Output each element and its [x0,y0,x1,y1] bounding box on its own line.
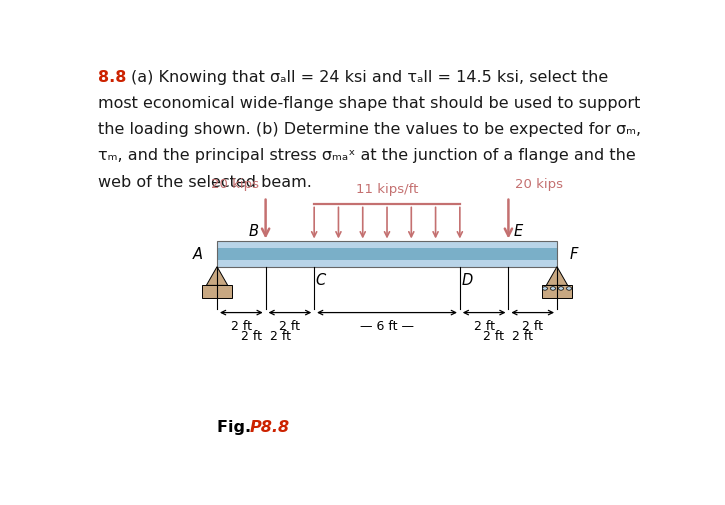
Bar [217,260,557,267]
Polygon shape [547,267,568,285]
Text: 20 kips: 20 kips [515,178,563,191]
Text: F: F [569,246,578,262]
Bar [202,285,233,298]
Text: 2 ft: 2 ft [473,320,494,333]
Text: — 6 ft —: — 6 ft — [360,320,414,333]
Text: 8.8: 8.8 [99,70,127,85]
Bar [217,241,557,267]
Text: 2 ft  2 ft: 2 ft 2 ft [241,330,291,343]
Text: D: D [462,273,473,287]
Circle shape [550,287,555,290]
Text: the loading shown. (b) Determine the values to be expected for σₘ,: the loading shown. (b) Determine the val… [99,122,642,137]
Text: Fig.: Fig. [217,420,257,435]
Text: B: B [249,224,259,239]
Text: τₘ, and the principal stress σₘₐˣ at the junction of a flange and the: τₘ, and the principal stress σₘₐˣ at the… [99,148,637,164]
Text: 11 kips/ft: 11 kips/ft [356,183,418,196]
Text: 2 ft  2 ft: 2 ft 2 ft [484,330,534,343]
Circle shape [566,287,571,290]
Text: A: A [193,246,203,262]
Text: 2 ft: 2 ft [279,320,300,333]
Text: 2 ft: 2 ft [522,320,543,333]
Text: most economical wide-flange shape that should be used to support: most economical wide-flange shape that s… [99,96,641,112]
Text: web of the selected beam.: web of the selected beam. [99,175,312,189]
Bar [217,241,557,248]
Bar [542,285,573,298]
Text: 2 ft: 2 ft [231,320,252,333]
Text: 20 kips: 20 kips [211,178,259,191]
Bar [217,248,557,260]
Polygon shape [207,267,228,285]
Text: C: C [316,273,326,287]
Circle shape [558,287,563,290]
Text: (a) Knowing that σₐll = 24 ksi and τₐll = 14.5 ksi, select the: (a) Knowing that σₐll = 24 ksi and τₐll … [131,70,608,85]
Text: E: E [514,224,523,239]
Circle shape [542,287,547,290]
Text: P8.8: P8.8 [249,420,290,435]
